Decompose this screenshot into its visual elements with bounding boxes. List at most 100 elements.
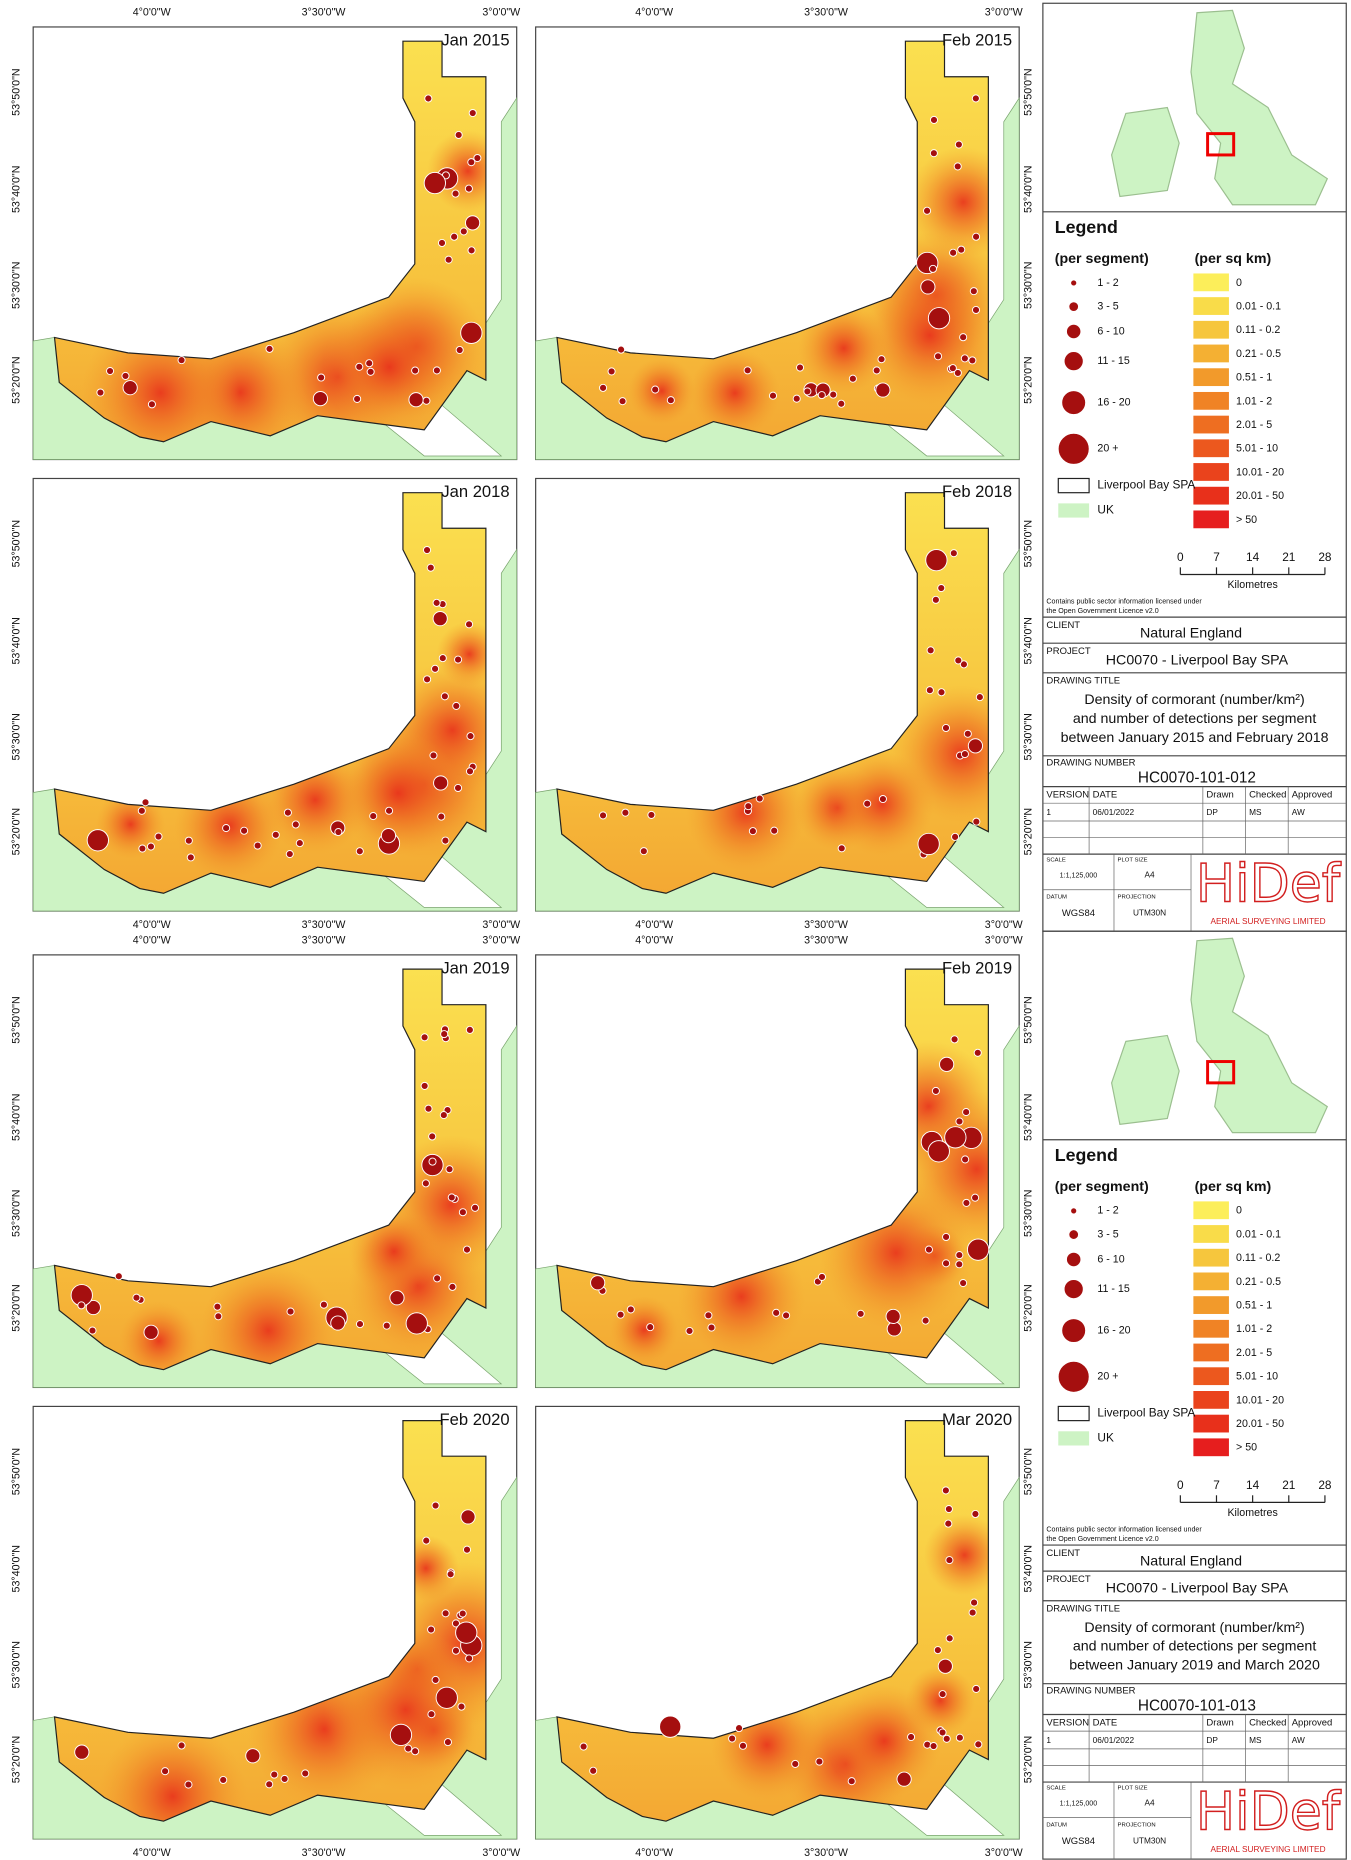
detection — [817, 391, 826, 400]
legend-label: 0 — [1236, 1205, 1242, 1217]
detection — [755, 794, 764, 803]
legend-label: 20 + — [1097, 1371, 1118, 1383]
legend-label: 0.01 - 0.1 — [1236, 300, 1281, 312]
panel-title: Mar 2020 — [942, 1410, 1012, 1429]
detection — [735, 1724, 744, 1733]
detection — [945, 1556, 954, 1565]
lon-label: 3°30'0"W — [302, 1847, 347, 1859]
detection — [184, 836, 193, 845]
table-cell: MS — [1249, 807, 1262, 817]
legend-label: > 50 — [1236, 514, 1257, 526]
inset-ireland — [1110, 1034, 1180, 1126]
spa-boundary — [53, 40, 487, 443]
detection — [957, 245, 966, 254]
legend-heading: (per segment) — [1055, 251, 1149, 267]
legend-label: 0.01 - 0.1 — [1236, 1228, 1281, 1240]
legend-swatch — [1193, 1319, 1229, 1338]
panel-title: Feb 2020 — [440, 1410, 510, 1429]
legend-label: 0.21 - 0.5 — [1236, 1276, 1281, 1288]
detection — [772, 1308, 781, 1317]
lat-label: 53°20'0"N — [10, 356, 22, 403]
detection — [74, 1744, 90, 1760]
legend-label: 1 - 2 — [1097, 277, 1118, 289]
detection — [962, 1108, 971, 1117]
detection — [646, 1323, 655, 1332]
detection — [446, 1570, 455, 1579]
block-label: PROJECTION — [1118, 894, 1156, 900]
legend-symbol — [1057, 433, 1090, 465]
detection — [441, 836, 450, 845]
panel-title: Jan 2019 — [441, 958, 509, 977]
legend-swatch — [1193, 1248, 1229, 1267]
table-cell: AW — [1292, 807, 1305, 817]
panel-title: Jan 2015 — [441, 31, 509, 50]
detection — [137, 806, 146, 815]
detection — [949, 549, 958, 558]
detection — [944, 1126, 967, 1149]
detection — [579, 1742, 588, 1751]
drawing-title: and number of detections per segment — [1073, 711, 1316, 727]
detection — [312, 391, 328, 407]
block-label: CLIENT — [1046, 620, 1080, 631]
lat-label: 53°50'0"N — [10, 1448, 22, 1495]
detection — [441, 1609, 450, 1618]
detection — [146, 842, 155, 851]
detection — [937, 1658, 953, 1674]
detection — [923, 206, 932, 215]
scale-label: 7 — [1213, 550, 1220, 564]
spa-boundary — [556, 40, 989, 443]
detection — [114, 1272, 123, 1281]
project: HC0070 - Liverpool Bay SPA — [1106, 653, 1289, 669]
detection — [121, 371, 130, 380]
detection — [458, 1208, 467, 1217]
detection — [877, 355, 886, 364]
detection — [222, 824, 231, 833]
logo: HiDef — [1196, 854, 1342, 914]
detection — [791, 1759, 800, 1768]
lon-label: 4°0'0"W — [635, 1847, 674, 1859]
table-cell: AW — [1292, 1735, 1305, 1745]
panel-title: Jan 2018 — [441, 482, 509, 501]
detection — [445, 1165, 454, 1174]
detection — [147, 400, 156, 409]
detection — [440, 692, 449, 701]
lon-label: 3°30'0"W — [302, 7, 347, 19]
detection — [295, 839, 304, 848]
panel-title: Feb 2015 — [942, 31, 1012, 50]
legend-swatch — [1057, 477, 1090, 494]
block-label: CLIENT — [1046, 1548, 1080, 1559]
detection — [960, 354, 969, 363]
lon-label: 3°30'0"W — [804, 1847, 849, 1859]
detection — [621, 808, 630, 817]
density-hotspot — [427, 130, 486, 212]
scale-label: 28 — [1318, 550, 1332, 564]
table-cell: 06/01/2022 — [1093, 807, 1135, 817]
table-header: DATE — [1093, 789, 1118, 800]
legend-swatch — [1193, 415, 1229, 434]
lat-label: 53°30'0"N — [1022, 262, 1034, 309]
panel-title: Feb 2019 — [942, 958, 1012, 977]
lat-label: 53°30'0"N — [1022, 1641, 1034, 1688]
legend-swatch — [1193, 1272, 1229, 1291]
detection — [796, 363, 805, 372]
legend-label: 1.01 - 2 — [1236, 1323, 1272, 1335]
detection — [460, 321, 483, 344]
legend-label: 16 - 20 — [1097, 396, 1130, 408]
legend-symbol — [1070, 279, 1078, 287]
detection — [408, 392, 424, 408]
table-cell: DP — [1206, 1735, 1218, 1745]
lat-label: 53°40'0"N — [1022, 1545, 1034, 1592]
lat-label: 53°30'0"N — [10, 262, 22, 309]
density-hotspot — [827, 1684, 942, 1799]
detection — [177, 1741, 186, 1750]
logo: HiDef — [1196, 1782, 1342, 1842]
legend-symbol — [1070, 1207, 1078, 1215]
detection — [86, 829, 109, 852]
detection — [963, 729, 972, 738]
lat-label: 53°50'0"N — [1022, 520, 1034, 567]
table-cell: DP — [1206, 807, 1218, 817]
legend-label: 11 - 15 — [1097, 1283, 1129, 1295]
detection — [85, 1299, 101, 1316]
spa-boundary — [53, 492, 487, 894]
